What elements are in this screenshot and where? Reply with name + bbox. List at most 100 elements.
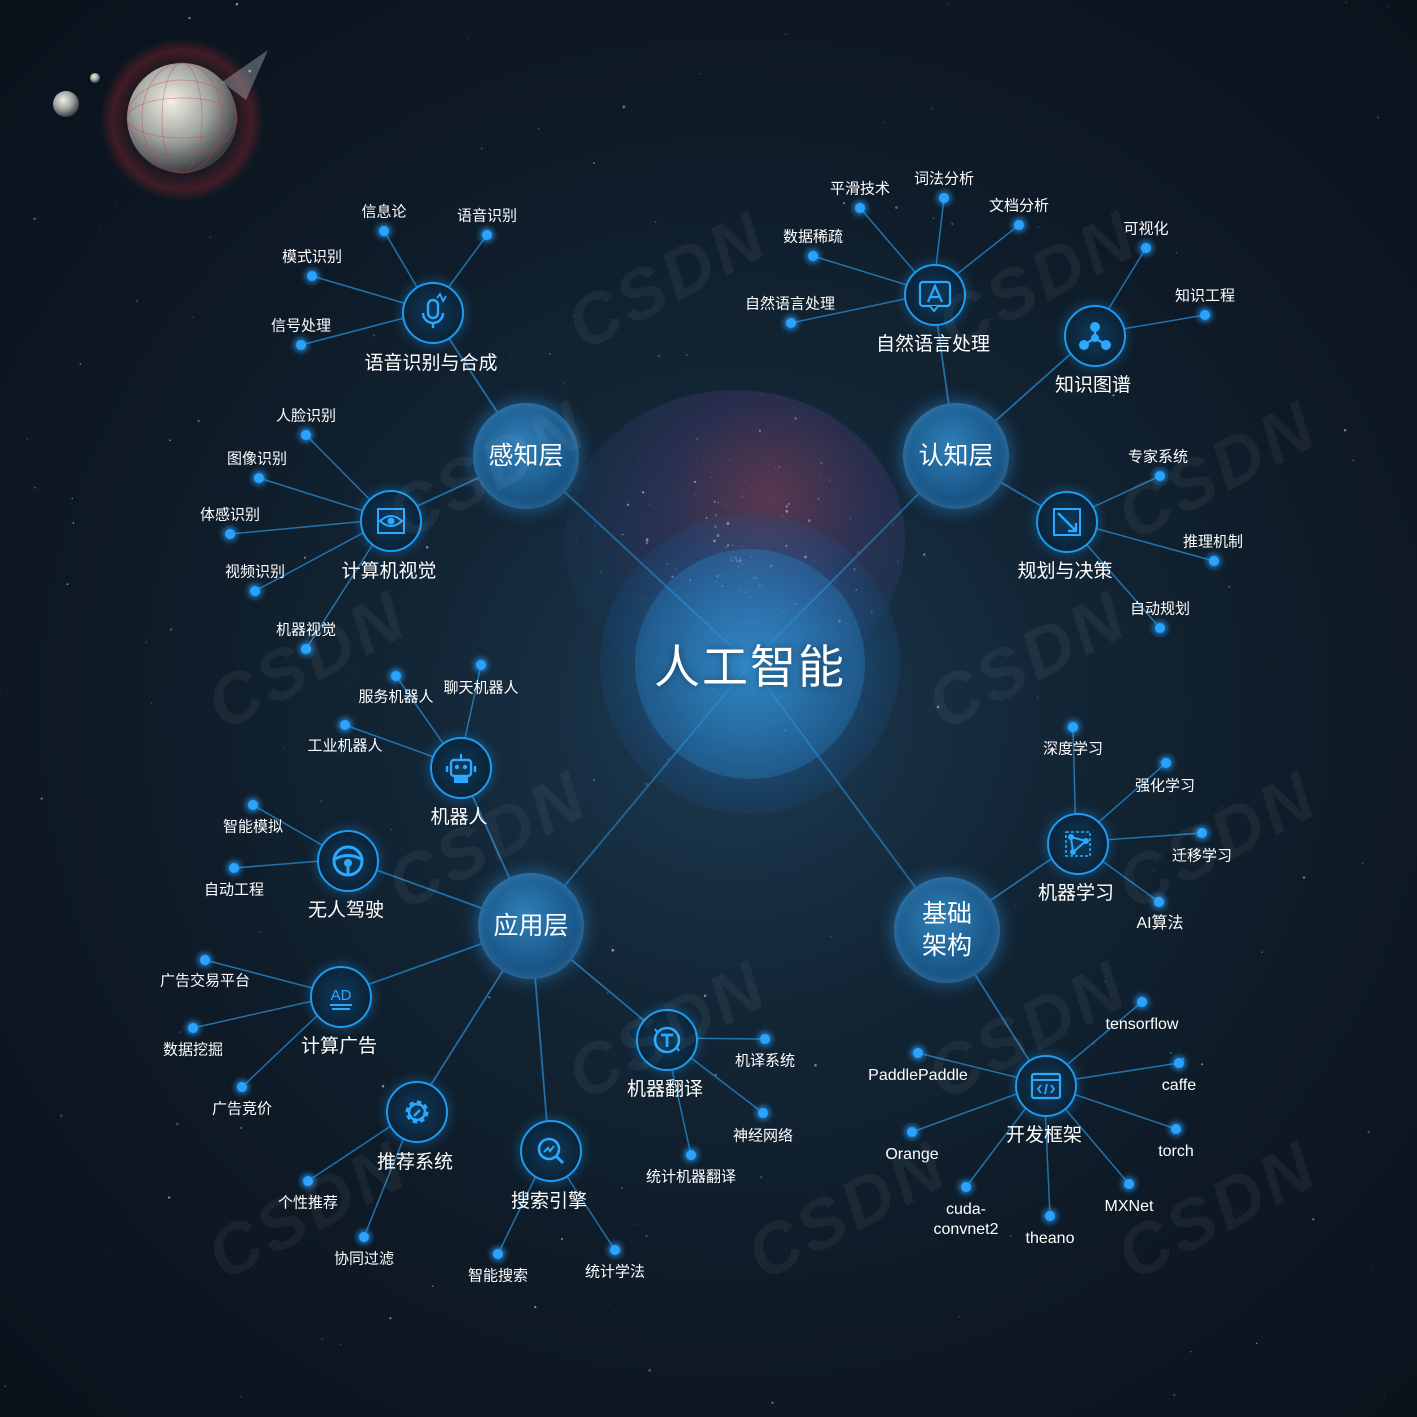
steering-wheel-icon[interactable] [317,830,379,892]
node-label[interactable]: 自然语言处理 [744,294,836,313]
node-label[interactable]: 视频识别 [224,562,286,581]
node-dot[interactable] [786,318,796,328]
node-dot[interactable] [1155,623,1165,633]
node-dot[interactable] [1014,220,1024,230]
eye-scan-icon[interactable] [360,490,422,552]
node-dot[interactable] [907,1127,917,1137]
group-title-translate[interactable]: 机器翻译 [626,1078,704,1101]
node-label[interactable]: 专家系统 [1127,447,1189,466]
group-title-driving[interactable]: 无人驾驶 [307,899,385,922]
group-title-recommend[interactable]: 推荐系统 [376,1151,454,1174]
node-label[interactable]: 深度学习 [1042,739,1104,758]
node-dot[interactable] [493,1249,503,1259]
node-dot[interactable] [1161,758,1171,768]
node-dot[interactable] [1124,1179,1134,1189]
node-label[interactable]: 图像识别 [226,449,288,468]
group-title-vision[interactable]: 计算机视觉 [341,560,437,583]
node-dot[interactable] [359,1232,369,1242]
node-label[interactable]: 神经网络 [732,1126,794,1145]
node-dot[interactable] [307,271,317,281]
node-label[interactable]: tensorflow [1105,1016,1179,1033]
node-label[interactable]: 文档分析 [988,196,1050,215]
node-dot[interactable] [225,529,235,539]
node-label[interactable]: cuda- convnet2 [933,1201,999,1238]
node-dot[interactable] [301,430,311,440]
layer-cognition[interactable]: 认知层 [903,403,1009,509]
node-label[interactable]: 语音识别 [456,206,518,225]
mic-waveform-icon[interactable] [402,282,464,344]
node-label[interactable]: 机译系统 [734,1051,796,1070]
node-dot[interactable] [248,800,258,810]
node-dot[interactable] [1137,997,1147,1007]
search-trend-icon[interactable] [520,1120,582,1182]
node-label[interactable]: 人脸识别 [275,406,337,425]
node-dot[interactable] [1068,722,1078,732]
node-dot[interactable] [758,1108,768,1118]
node-dot[interactable] [913,1048,923,1058]
node-dot[interactable] [1045,1211,1055,1221]
node-label[interactable]: 模式识别 [281,247,343,266]
node-label[interactable]: theano [1025,1230,1075,1247]
node-dot[interactable] [961,1182,971,1192]
node-label[interactable]: AI算法 [1136,915,1184,932]
graph-nodes-icon[interactable] [1064,305,1126,367]
node-dot[interactable] [301,644,311,654]
group-title-search[interactable]: 搜索引擎 [510,1190,588,1213]
node-label[interactable]: 推理机制 [1182,532,1244,551]
network-nodes-icon[interactable] [1047,813,1109,875]
node-label[interactable]: 词法分析 [913,169,975,188]
layer-application[interactable]: 应用层 [478,873,584,979]
node-dot[interactable] [379,226,389,236]
text-a-icon[interactable] [904,264,966,326]
gear-icon[interactable] [386,1081,448,1143]
node-label[interactable]: 平滑技术 [829,179,891,198]
node-dot[interactable] [1155,471,1165,481]
node-dot[interactable] [229,863,239,873]
group-title-speech[interactable]: 语音识别与合成 [364,352,498,375]
node-dot[interactable] [686,1150,696,1160]
node-label[interactable]: 强化学习 [1134,776,1196,795]
node-label[interactable]: 工业机器人 [307,736,383,755]
group-title-robot[interactable]: 机器人 [430,806,488,829]
node-dot[interactable] [340,720,350,730]
node-label[interactable]: 知识工程 [1174,286,1236,305]
node-dot[interactable] [610,1245,620,1255]
node-dot[interactable] [296,340,306,350]
node-dot[interactable] [939,193,949,203]
node-label[interactable]: 统计学法 [584,1262,646,1281]
node-label[interactable]: 自动规划 [1129,599,1191,618]
node-label[interactable]: 迁移学习 [1171,846,1233,865]
node-dot[interactable] [808,251,818,261]
node-label[interactable]: 信号处理 [270,316,332,335]
node-dot[interactable] [188,1023,198,1033]
node-dot[interactable] [237,1082,247,1092]
node-label[interactable]: 广告交易平台 [159,971,251,990]
node-label[interactable]: 智能模拟 [222,817,284,836]
node-label[interactable]: 机器视觉 [275,620,337,639]
node-dot[interactable] [1174,1058,1184,1068]
node-label[interactable]: 聊天机器人 [443,678,519,697]
node-label[interactable]: 信息论 [361,202,407,221]
node-label[interactable]: MXNet [1104,1198,1154,1215]
node-dot[interactable] [303,1176,313,1186]
node-dot[interactable] [250,586,260,596]
node-label[interactable]: 统计机器翻译 [645,1167,737,1186]
group-title-knowledge[interactable]: 知识图谱 [1054,374,1132,397]
node-label[interactable]: 可视化 [1123,219,1169,238]
node-label[interactable]: PaddlePaddle [868,1067,968,1084]
ad-icon[interactable]: AD [310,966,372,1028]
node-dot[interactable] [1209,556,1219,566]
node-dot[interactable] [1141,243,1151,253]
code-window-icon[interactable] [1015,1055,1077,1117]
node-dot[interactable] [760,1034,770,1044]
group-title-planning[interactable]: 规划与决策 [1017,560,1113,583]
translate-t-icon[interactable] [636,1009,698,1071]
node-label[interactable]: 自动工程 [203,880,265,899]
node-dot[interactable] [391,671,401,681]
node-label[interactable]: Orange [885,1146,939,1163]
node-label[interactable]: 广告竞价 [211,1099,273,1118]
node-dot[interactable] [855,203,865,213]
node-dot[interactable] [482,230,492,240]
node-dot[interactable] [1200,310,1210,320]
node-dot[interactable] [1154,897,1164,907]
